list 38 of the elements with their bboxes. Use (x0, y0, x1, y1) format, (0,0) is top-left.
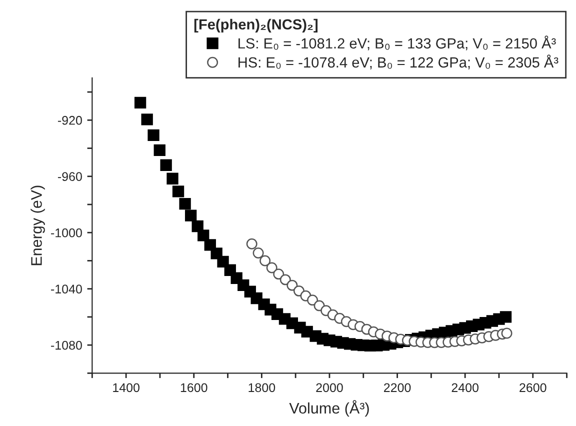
point (501, 328, 512, 339)
point (160, 159, 172, 171)
point (500, 311, 512, 323)
point (273, 268, 284, 280)
x-tick-label: 1800 (248, 383, 276, 392)
point (166, 172, 178, 184)
y-tick-label: -1040 (51, 284, 82, 294)
point (184, 210, 197, 222)
x-tick-label: 1400 (113, 383, 140, 392)
x-tick-label: 2000 (316, 383, 343, 392)
x-axis-title: Volume (Å³) (289, 400, 369, 417)
point (179, 198, 191, 210)
x-tick-label: 2400 (452, 383, 478, 392)
legend-title: [Fe(phen)₂(NCS)₂] (194, 18, 318, 32)
x-tick-label: 2200 (384, 383, 411, 392)
y-axis-title: Energy (eV) (30, 186, 45, 266)
point (252, 247, 264, 258)
point (286, 280, 298, 291)
point (172, 186, 184, 198)
point (280, 274, 291, 286)
point (266, 262, 278, 274)
x-tick-label: 1600 (180, 383, 208, 392)
y-tick-label: -1000 (51, 228, 82, 238)
y-tick-label: -920 (58, 116, 82, 125)
point (260, 255, 271, 266)
point (307, 294, 318, 306)
point (198, 230, 210, 242)
legend-label: HS: E₀ = -1078.4 eV; B₀ = 122 GPa; V₀ = 2305 Å³ (238, 54, 558, 70)
point (154, 144, 166, 156)
legend-label: LS: E₀ = -1081.2 eV; B₀ = 133 GPa; V₀ = 2150 Å³ (238, 36, 556, 50)
point (217, 256, 229, 268)
point (141, 114, 153, 126)
point (148, 129, 160, 142)
x-tick-label: 2600 (520, 383, 546, 392)
y-tick-label: -960 (58, 172, 82, 182)
point (134, 96, 146, 109)
point (246, 238, 258, 250)
y-tick-label: -1080 (51, 340, 82, 350)
